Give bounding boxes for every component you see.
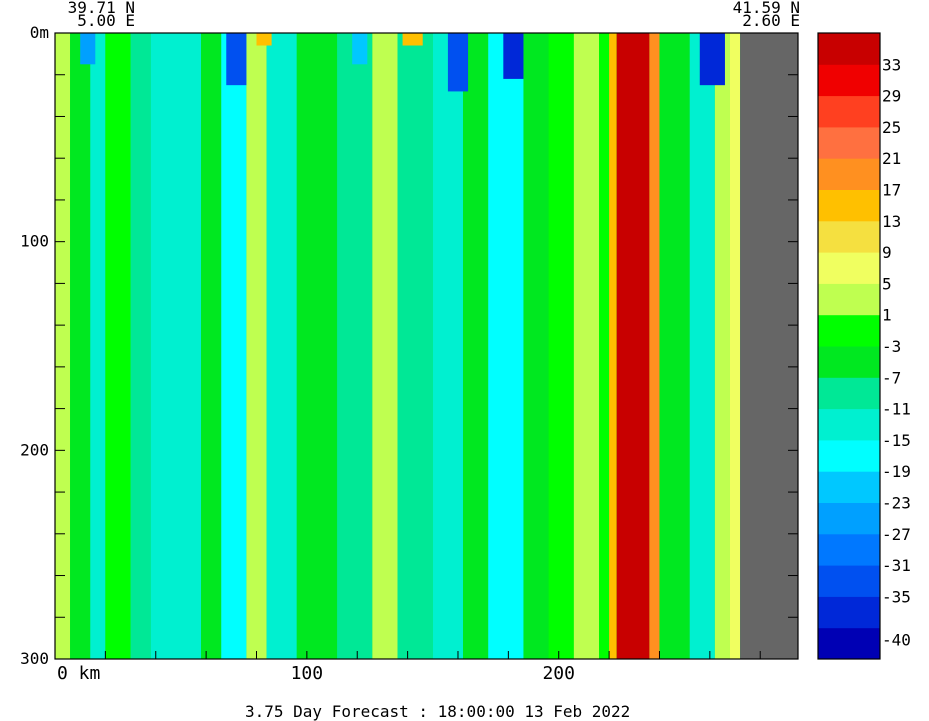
heat-band [266, 33, 297, 659]
left-lon-label: 5.00 E [77, 11, 135, 30]
heat-band [130, 33, 151, 659]
heat-surface-cell [447, 33, 469, 92]
colorbar-swatch [818, 283, 880, 316]
colorbar-swatch [818, 126, 880, 159]
heat-surface-cell [402, 33, 423, 46]
colorbar-swatch [818, 502, 880, 535]
colorbar-tick-label: -7 [882, 368, 901, 387]
heat-band [105, 33, 131, 659]
heat-band [488, 33, 524, 659]
colorbar-tick-label: -3 [882, 337, 901, 356]
heat-band [729, 33, 741, 659]
heat-band [659, 33, 690, 659]
heatmap-layer [55, 33, 798, 659]
colorbar-tick-label: 21 [882, 149, 901, 168]
land-mask [740, 33, 798, 659]
colorbar-tick-label: -19 [882, 462, 911, 481]
colorbar: 33 29 25 21 17 13 9 5 1 -3 -7 -11 -15 -19 -23 -27 -31 -35… [817, 32, 911, 660]
colorbar-tick-label: -15 [882, 431, 911, 450]
colorbar-swatch [818, 33, 880, 65]
left-lat-label: 39.71 N [67, 0, 135, 17]
heat-band [523, 33, 549, 659]
heat-surface-cell [256, 33, 272, 46]
x-tick-label: 200 [542, 663, 575, 684]
heat-surface-cell [226, 33, 247, 86]
colorbar-swatch [818, 377, 880, 410]
colorbar-tick-label: -11 [882, 400, 911, 419]
right-lat-label: 41.59 N [732, 0, 800, 17]
colorbar-swatch [818, 95, 880, 128]
heat-band [372, 33, 398, 659]
colorbar-tick-label: 5 [882, 274, 892, 293]
y-tick-label: 200 [20, 440, 49, 459]
colorbar-tick-label: 29 [882, 87, 901, 106]
heat-band [246, 33, 267, 659]
colorbar-tick-label: 17 [882, 181, 901, 200]
heat-band [150, 33, 202, 659]
colorbar-swatch [818, 64, 880, 97]
colorbar-tick-label: 1 [882, 306, 892, 325]
y-tick-label: 0m [30, 23, 49, 42]
colorbar-tick-label: 9 [882, 243, 892, 262]
heat-band [296, 33, 338, 659]
heat-band [609, 33, 617, 659]
colorbar-swatch [818, 252, 880, 284]
colorbar-swatch [818, 346, 880, 378]
colorbar-swatch [818, 220, 880, 253]
colorbar-tick-label: -27 [882, 525, 911, 544]
heat-band [573, 33, 600, 659]
heat-band [616, 33, 650, 659]
heat-surface-cell [352, 33, 368, 65]
plot-frame [54, 32, 799, 660]
heat-band [337, 33, 373, 659]
colorbar-tick-label: 13 [882, 212, 901, 231]
axis-layer: 0m 100 200 300 0 km 100 200 [20, 23, 799, 684]
colorbar-tick-label: -40 [882, 630, 911, 649]
colorbar-tick-label: 33 [882, 55, 901, 74]
heat-band [548, 33, 574, 659]
colorbar-tick-label: -31 [882, 556, 911, 575]
heat-band [599, 33, 610, 659]
heat-band [201, 33, 222, 659]
heat-band [55, 33, 71, 659]
right-lon-label: 2.60 E [742, 11, 800, 30]
colorbar-swatch [818, 314, 880, 347]
x-tick-label: 100 [291, 663, 324, 684]
heat-surface-cell [503, 33, 524, 79]
heat-band [221, 33, 247, 659]
colorbar-swatch [818, 408, 880, 441]
colorbar-swatch [818, 596, 880, 629]
heat-surface-cell [80, 33, 96, 65]
colorbar-swatch [818, 533, 880, 566]
heat-surface-cell [699, 33, 725, 86]
colorbar-tick-label: 25 [882, 118, 901, 137]
colorbar-swatch [818, 189, 880, 222]
heat-band [397, 33, 433, 659]
x-tick-label: 0 km [57, 663, 100, 684]
colorbar-swatch [818, 471, 880, 503]
heat-band [714, 33, 730, 659]
colorbar-swatch [818, 627, 880, 660]
colorbar-swatch [818, 439, 880, 472]
y-tick-label: 300 [20, 649, 49, 668]
colorbar-swatch [818, 158, 880, 190]
heat-band [90, 33, 106, 659]
forecast-caption: 3.75 Day Forecast : 18:00:00 13 Feb 2022 [245, 702, 631, 721]
heat-band [463, 33, 489, 659]
heat-band [70, 33, 91, 659]
heat-band [649, 33, 660, 659]
colorbar-frame [817, 32, 881, 660]
colorbar-swatch [818, 565, 880, 597]
heat-band [432, 33, 464, 659]
colorbar-tick-label: -35 [882, 587, 911, 606]
y-tick-label: 100 [20, 232, 49, 251]
colorbar-tick-label: -23 [882, 494, 911, 513]
heat-band [689, 33, 715, 659]
